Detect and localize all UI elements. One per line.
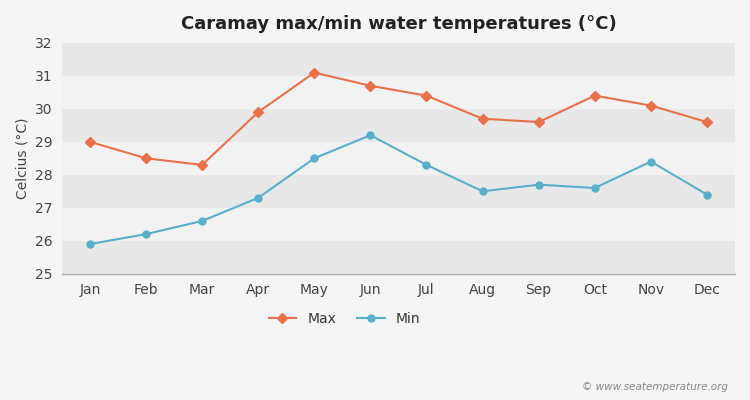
Title: Caramay max/min water temperatures (°C): Caramay max/min water temperatures (°C) xyxy=(181,15,616,33)
Bar xyxy=(62,175,735,208)
Bar xyxy=(62,76,735,109)
Bar xyxy=(62,109,735,142)
Bar xyxy=(62,43,735,76)
Text: © www.seatemperature.org: © www.seatemperature.org xyxy=(581,382,728,392)
Bar xyxy=(62,241,735,274)
Legend: Max, Min: Max, Min xyxy=(263,306,426,331)
Bar xyxy=(62,208,735,241)
Y-axis label: Celcius (°C): Celcius (°C) xyxy=(15,118,29,199)
Bar xyxy=(62,142,735,175)
